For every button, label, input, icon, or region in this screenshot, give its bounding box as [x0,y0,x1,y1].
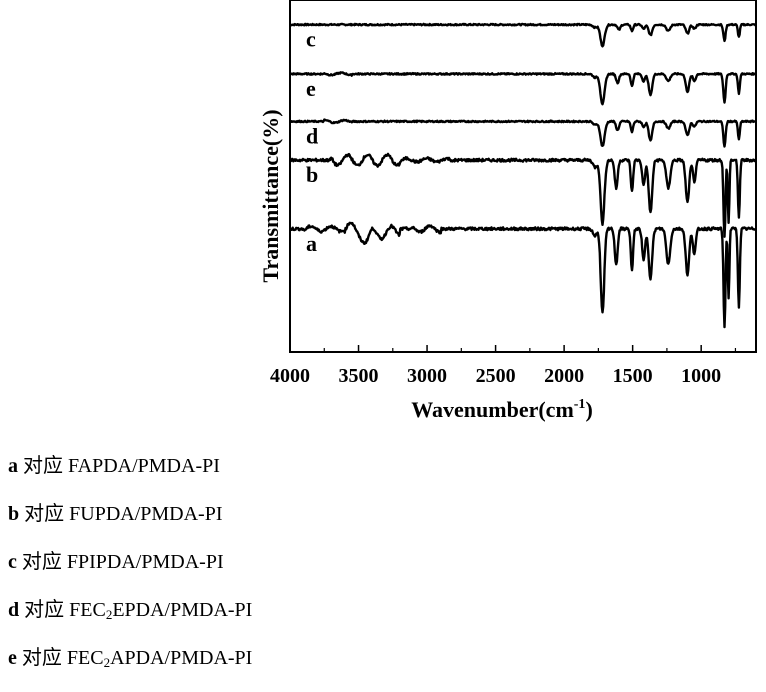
caption-text: 对应 FPIPDA/PMDA-PI [17,551,224,573]
series-label-d: d [306,123,318,148]
caption-text-pre: 对应 FEC [17,647,104,669]
series-label-c: c [306,27,316,52]
caption-text-post: APDA/PMDA-PI [110,647,252,669]
x-axis-label: Wavenumber(cm-1) [411,397,593,422]
caption-text-pre: 对应 FEC [19,599,106,621]
series-line-a [290,223,756,327]
x-axis-label-main: Wavenumber(cm [411,397,574,422]
caption-e: e 对应 FEC2APDA/PMDA-PI [8,644,748,692]
series-label-e: e [306,76,316,101]
caption-key: d [8,599,19,621]
x-tick-label: 3000 [407,365,447,387]
series-line-b [290,154,756,237]
x-tick-label: 4000 [270,365,310,387]
caption-c: c 对应 FPIPDA/PMDA-PI [8,548,748,596]
caption-d: d 对应 FEC2EPDA/PMDA-PI [8,596,748,644]
ftir-chart: cedb a 4000 3500 3000 2500 2000 1500 1000 Trans… [0,0,766,430]
caption-key: a [8,455,18,477]
x-axis-label-close: ) [585,397,592,422]
series-line-e [290,72,756,104]
caption-text: 对应 FUPDA/PMDA-PI [19,503,222,525]
x-tick-label: 1000 [681,365,721,387]
caption-key: c [8,551,17,573]
x-tick-label: 1500 [613,365,653,387]
series-group [290,24,756,327]
caption-a: a 对应 FAPDA/PMDA-PI [8,452,748,500]
x-axis-label-superscript: -1 [574,397,586,412]
series-label-a: a [306,231,317,256]
caption-text-post: EPDA/PMDA-PI [112,599,252,621]
series-line-d [290,120,756,147]
caption-list: a 对应 FAPDA/PMDA-PI b 对应 FUPDA/PMDA-PI c … [8,452,748,692]
x-tick-label: 2500 [476,365,516,387]
series-labels: cedb a [306,27,318,256]
x-tick-label: 3500 [339,365,379,387]
caption-text: 对应 FAPDA/PMDA-PI [18,455,220,477]
caption-key: b [8,503,19,525]
chart-svg: cedb a 4000 3500 3000 2500 2000 1500 1000 Trans… [0,0,766,430]
caption-key: e [8,647,17,669]
series-label-b: b [306,162,318,187]
y-axis-label: Transmittance(%) [258,109,283,282]
x-tick-label: 2000 [544,365,584,387]
caption-b: b 对应 FUPDA/PMDA-PI [8,500,748,548]
series-line-c [290,24,756,46]
